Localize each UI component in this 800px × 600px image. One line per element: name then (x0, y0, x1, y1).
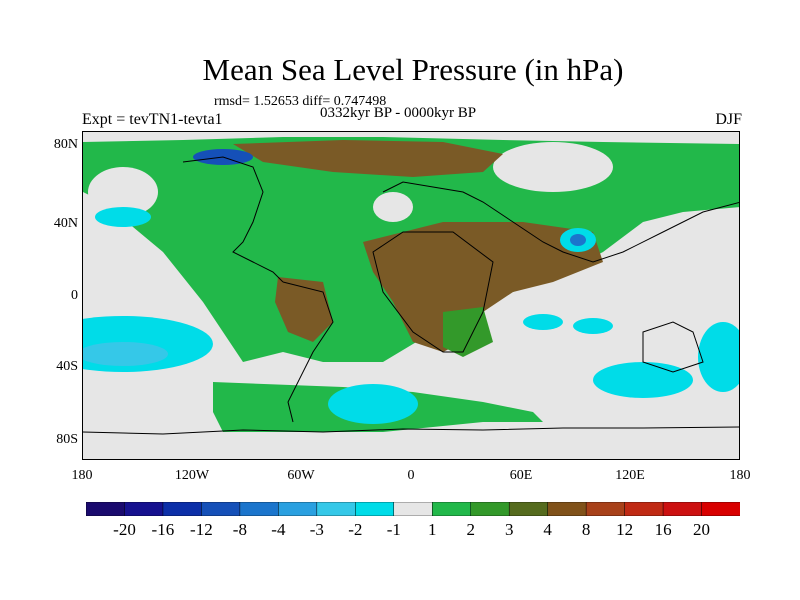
south-america-high (275, 277, 333, 342)
siberia-neutral (493, 142, 613, 192)
legend-swatch (431, 502, 472, 516)
chart-title: Mean Sea Level Pressure (in hPa) (202, 52, 624, 87)
legend-swatch (662, 502, 703, 516)
legend-swatch (508, 502, 549, 516)
lon-label-120w: 120W (174, 468, 210, 483)
lat-label-80n: 80N (53, 137, 78, 152)
legend-label: 8 (581, 520, 591, 539)
eurasia-outline (382, 181, 739, 263)
legend-swatch (316, 502, 357, 516)
northwest-pacific-low (88, 167, 158, 217)
legend-swatch (355, 502, 395, 516)
legend-label: 1 (427, 520, 437, 539)
legend-label: 20 (693, 520, 710, 539)
legend-label: -2 (348, 520, 363, 539)
south-pacific-blue (83, 342, 168, 366)
lat-label-eq: 0 (71, 288, 78, 303)
legend-swatch (86, 502, 126, 516)
north-pacific-cyan (95, 207, 151, 227)
legend-label: 12 (616, 520, 634, 539)
australia-outline (642, 321, 704, 373)
legend-label: -16 (151, 520, 175, 539)
lon-label-180w: 180 (71, 468, 93, 483)
lat-label-40s: 40S (56, 359, 78, 374)
legend-label: -12 (190, 520, 213, 539)
legend-label: 3 (504, 520, 514, 539)
atlantic-neutral (373, 192, 413, 222)
africa-high (363, 222, 603, 352)
south-atlantic-cyan (328, 384, 418, 424)
lon-label-120e: 120E (615, 468, 645, 483)
legend-swatch (393, 502, 433, 516)
season-label: DJF (715, 111, 742, 128)
lon-label-60w: 60W (287, 468, 315, 483)
legend-swatch (624, 502, 664, 516)
antarctic-coast (83, 426, 739, 435)
map-svg (83, 132, 739, 459)
legend-swatch (239, 502, 280, 516)
legend-label: -8 (232, 520, 247, 539)
legend-label: 4 (543, 520, 552, 539)
legend-swatch (278, 502, 318, 516)
lon-label-180e: 180 (729, 468, 751, 483)
lon-label-60e: 60E (509, 468, 533, 483)
tibet-blue (570, 234, 586, 246)
africa-outline (372, 231, 494, 353)
legend-swatch (701, 502, 740, 516)
lat-label-40n: 40N (53, 216, 78, 231)
indian-cyan-small-2 (573, 318, 613, 334)
experiment-label: Expt = tevTN1-tevta1 (82, 111, 223, 128)
lon-label-0: 0 (407, 468, 415, 483)
southern-africa-patch (443, 307, 493, 357)
legend-swatch (585, 502, 626, 516)
legend-label: -4 (271, 520, 286, 539)
lat-label-80s: 80S (56, 432, 78, 447)
indian-ocean-cyan (593, 362, 693, 398)
legend-swatch (162, 502, 203, 516)
arctic-high (233, 140, 503, 177)
east-pacific-cyan (698, 322, 739, 392)
legend-swatch (124, 502, 164, 516)
legend-swatch (547, 502, 587, 516)
map-panel (82, 131, 740, 460)
legend-label: -3 (309, 520, 324, 539)
north-america-outline (182, 156, 284, 283)
legend-swatch (201, 502, 241, 516)
period-line: 0332kyr BP - 0000kyr BP (320, 105, 477, 121)
legend-swatches (86, 502, 740, 516)
color-legend (86, 502, 740, 516)
legend-label: -20 (113, 520, 136, 539)
legend-swatch (470, 502, 510, 516)
legend-label: 2 (466, 520, 475, 539)
legend-label: -1 (386, 520, 401, 539)
stats-line: rmsd= 1.52653 diff= 0.747498 (214, 94, 387, 109)
indian-cyan-small (523, 314, 563, 330)
legend-label: 16 (654, 520, 672, 539)
south-america-outline (282, 281, 334, 423)
